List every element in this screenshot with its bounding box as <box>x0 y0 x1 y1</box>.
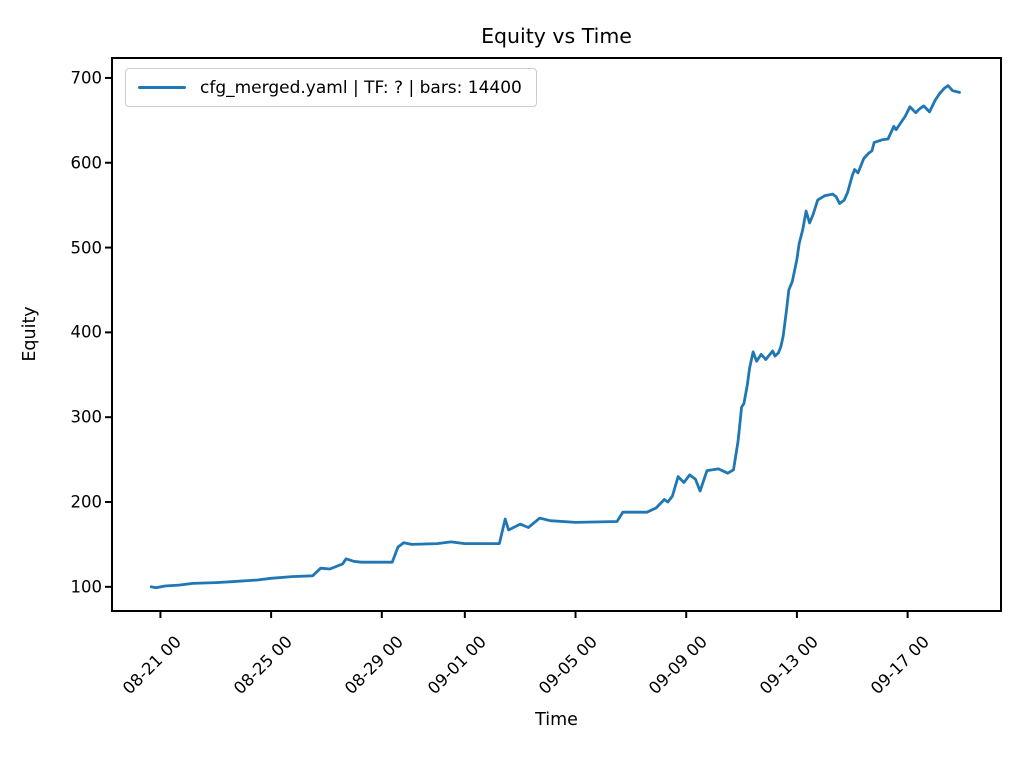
legend-series-label: cfg_merged.yaml | TF: ? | bars: 14400 <box>200 77 522 98</box>
y-tick-label: 300 <box>70 407 103 427</box>
y-tick-label: 200 <box>70 492 103 512</box>
y-axis-label: Equity <box>20 306 40 362</box>
legend-line-sample <box>138 85 186 90</box>
x-axis-label: Time <box>535 710 578 730</box>
y-tick-label: 700 <box>70 68 103 88</box>
chart-title: Equity vs Time <box>481 24 632 48</box>
equity-line <box>149 84 961 590</box>
y-tick-label: 500 <box>70 238 103 258</box>
legend-box: cfg_merged.yaml | TF: ? | bars: 14400 <box>125 68 537 107</box>
y-tick-label: 400 <box>70 322 103 342</box>
y-tick-label: 100 <box>70 577 103 597</box>
y-tick-label: 600 <box>70 153 103 173</box>
axes-spines <box>111 57 1002 612</box>
